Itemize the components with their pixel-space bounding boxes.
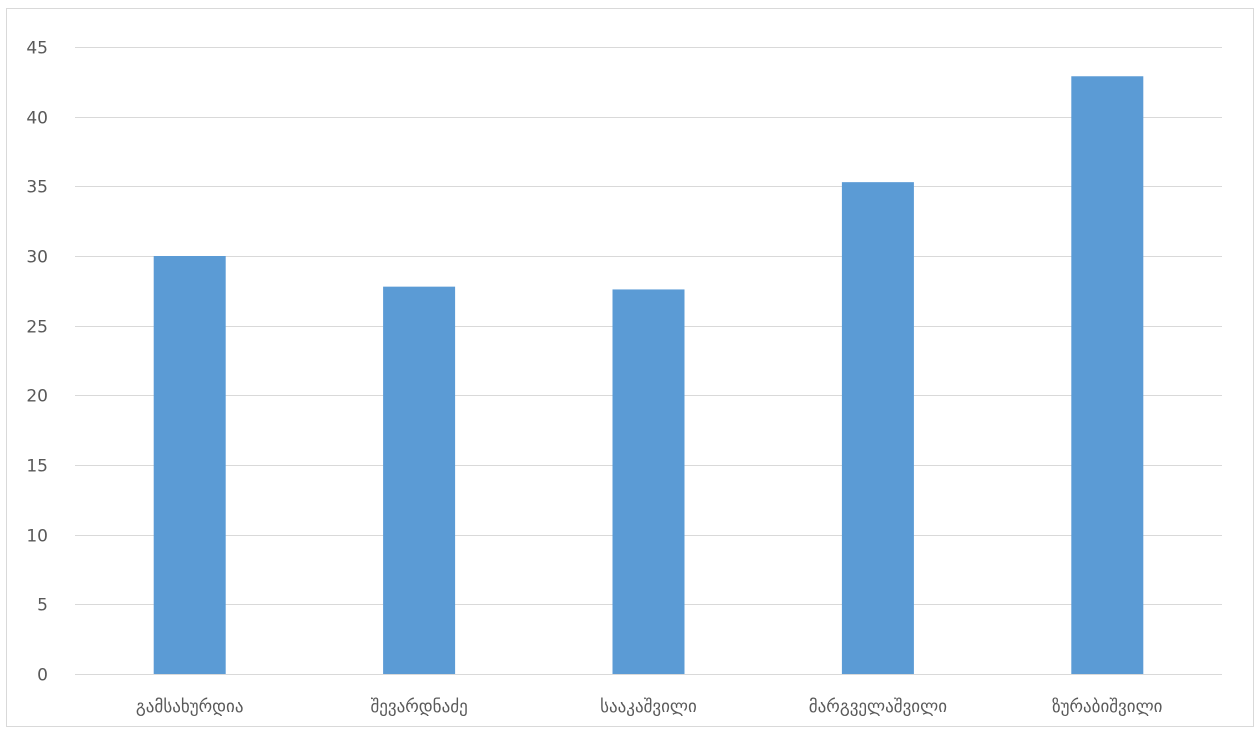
- y-tick-label: 45: [26, 39, 48, 59]
- gridlines: [75, 47, 1222, 675]
- x-category-label: სააკაშვილი: [600, 697, 697, 717]
- bar-4: [841, 182, 914, 675]
- y-tick-label: 35: [26, 178, 48, 198]
- bars: [153, 76, 1144, 675]
- bar-1: [153, 256, 226, 674]
- y-tick-label: 40: [26, 109, 48, 129]
- x-category-label: გამსახურდია: [136, 697, 244, 717]
- x-category-label: მარგველაშვილი: [809, 697, 947, 717]
- y-tick-label: 10: [26, 527, 48, 547]
- x-category-label: შევარდნაძე: [370, 697, 467, 717]
- bar-2: [383, 286, 456, 674]
- bar-3: [612, 289, 685, 674]
- y-tick-label: 15: [26, 457, 48, 477]
- x-axis-labels: გამსახურდია შევარდნაძე სააკაშვილი მარგველაშ…: [136, 697, 1163, 717]
- y-tick-label: 25: [26, 318, 48, 338]
- y-tick-label: 30: [26, 248, 48, 268]
- y-axis-ticks: 0 5 10 15 20 25 30 35 40 45: [26, 39, 48, 686]
- x-category-label: ზურაბიშვილი: [1052, 697, 1162, 717]
- y-tick-label: 5: [37, 596, 48, 616]
- y-tick-label: 20: [26, 387, 48, 407]
- y-tick-label: 0: [37, 666, 48, 686]
- bar-5: [1071, 76, 1144, 674]
